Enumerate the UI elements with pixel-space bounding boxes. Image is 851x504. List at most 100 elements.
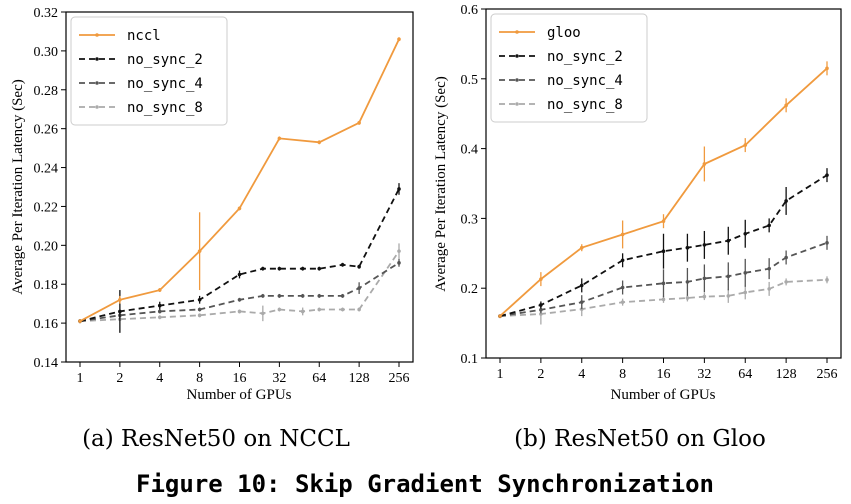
ylabel-a: Average Per Iteration Latency (Sec) bbox=[10, 79, 26, 294]
data-point bbox=[743, 231, 748, 236]
series-line-no_sync_8 bbox=[499, 278, 828, 317]
ytick-label: 0.3 bbox=[461, 212, 479, 227]
series-line-no_sync_2 bbox=[79, 188, 400, 323]
data-point bbox=[620, 300, 625, 304]
data-point bbox=[157, 303, 162, 308]
data-point bbox=[784, 280, 788, 284]
xtick-label: 4 bbox=[578, 367, 585, 382]
series-line-no_sync_4 bbox=[499, 241, 828, 317]
data-point bbox=[702, 162, 707, 166]
data-point bbox=[340, 307, 345, 312]
data-point bbox=[300, 294, 305, 298]
data-point bbox=[661, 297, 666, 302]
data-point bbox=[118, 297, 122, 302]
data-point bbox=[277, 136, 282, 141]
data-point bbox=[261, 294, 265, 298]
ytick-label: 0.1 bbox=[461, 352, 479, 367]
data-point bbox=[726, 274, 731, 279]
data-point bbox=[157, 309, 162, 314]
legend-label-no_sync_2: no_sync_2 bbox=[127, 52, 203, 68]
legend-marker bbox=[95, 81, 99, 85]
legend-box-a bbox=[70, 16, 228, 126]
ytick-label: 0.18 bbox=[34, 278, 59, 293]
data-point bbox=[784, 199, 788, 203]
series-gloo bbox=[498, 61, 829, 318]
caption-b: (b) ResNet50 on Gloo bbox=[514, 426, 766, 452]
data-point bbox=[726, 238, 731, 243]
ytick-label: 0.6 bbox=[461, 3, 479, 18]
legend-label-no_sync_2: no_sync_2 bbox=[547, 49, 623, 65]
data-point bbox=[197, 249, 202, 253]
series-no_sync_2 bbox=[498, 168, 829, 318]
data-point bbox=[261, 266, 265, 271]
data-point bbox=[825, 278, 829, 282]
data-point bbox=[685, 245, 690, 250]
data-point bbox=[317, 294, 322, 298]
ytick-label: 0.16 bbox=[34, 317, 59, 332]
ytick-label: 0.4 bbox=[461, 143, 479, 158]
data-point bbox=[685, 296, 690, 300]
xtick-label: 64 bbox=[312, 371, 326, 386]
legend-label-no_sync_8: no_sync_8 bbox=[547, 97, 623, 113]
data-point bbox=[197, 307, 202, 312]
series-line-no_sync_4 bbox=[79, 262, 400, 323]
data-point bbox=[702, 294, 707, 299]
series-line-no_sync_8 bbox=[79, 250, 400, 323]
ytick-label: 0.32 bbox=[34, 6, 59, 21]
data-point bbox=[237, 309, 242, 314]
data-point bbox=[277, 307, 282, 312]
data-point bbox=[397, 37, 401, 42]
ytick-label: 0.22 bbox=[34, 200, 59, 215]
data-point bbox=[767, 287, 771, 291]
data-point bbox=[261, 311, 265, 316]
data-point bbox=[767, 266, 771, 271]
legend-marker bbox=[515, 102, 519, 106]
xtick-label: 256 bbox=[389, 371, 410, 386]
ytick-label: 0.24 bbox=[34, 162, 59, 177]
ytick-label: 0.30 bbox=[34, 45, 59, 60]
data-point bbox=[237, 206, 242, 211]
data-point bbox=[277, 294, 282, 298]
xtick-label: 2 bbox=[116, 371, 123, 386]
ytick-label: 0.2 bbox=[461, 282, 479, 297]
data-point bbox=[300, 266, 305, 271]
xtick-label: 128 bbox=[349, 371, 370, 386]
ylabel-b: Average Per Iteration Latency (Sec) bbox=[433, 76, 449, 291]
legend-b: gloo no_sync_2 no_sync_4 no_sync_8 bbox=[490, 13, 648, 123]
series-nccl bbox=[78, 37, 401, 324]
legend-a: nccl no_sync_2 no_sync_4 no_sync_8 bbox=[70, 16, 228, 126]
legend-label-no_sync_4: no_sync_4 bbox=[547, 73, 623, 89]
data-point bbox=[397, 249, 401, 253]
data-point bbox=[825, 241, 829, 245]
data-point bbox=[825, 173, 829, 177]
data-point bbox=[118, 309, 122, 314]
data-point bbox=[317, 307, 322, 312]
data-point bbox=[539, 277, 543, 281]
data-point bbox=[357, 307, 361, 312]
xtick-label: 2 bbox=[537, 367, 544, 382]
data-point bbox=[539, 308, 543, 312]
data-point bbox=[726, 294, 731, 298]
data-point bbox=[702, 276, 707, 281]
data-point bbox=[78, 319, 82, 323]
legend-marker bbox=[515, 30, 519, 34]
xlabel-a: Number of GPUs bbox=[187, 387, 292, 403]
series-no_sync_4 bbox=[498, 235, 829, 318]
data-point bbox=[620, 285, 625, 290]
data-point bbox=[340, 294, 345, 298]
legend-label-nccl: nccl bbox=[127, 28, 161, 44]
data-point bbox=[357, 264, 361, 269]
legend-box-b bbox=[490, 13, 648, 123]
data-point bbox=[825, 66, 829, 71]
data-point bbox=[357, 121, 361, 125]
xtick-label: 16 bbox=[233, 371, 247, 386]
data-point bbox=[579, 283, 584, 288]
ytick-label: 0.20 bbox=[34, 239, 59, 254]
data-point bbox=[277, 266, 282, 271]
series-no_sync_8 bbox=[78, 243, 401, 324]
legend-marker bbox=[515, 54, 519, 58]
data-point bbox=[685, 280, 690, 284]
series-line-no_sync_2 bbox=[499, 174, 828, 317]
legend-label-gloo: gloo bbox=[547, 25, 581, 41]
